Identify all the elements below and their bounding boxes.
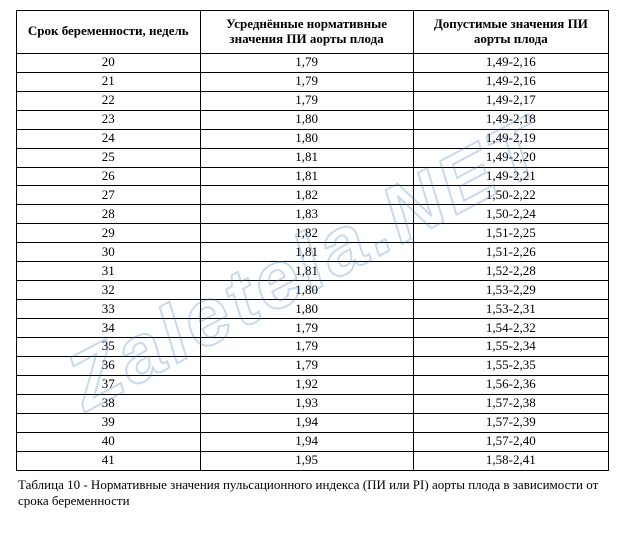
cell-week: 32 xyxy=(17,281,201,300)
cell-avg: 1,94 xyxy=(200,413,413,432)
table-row: 231,801,49-2,18 xyxy=(17,110,609,129)
cell-avg: 1,95 xyxy=(200,451,413,470)
cell-week: 22 xyxy=(17,91,201,110)
cell-week: 24 xyxy=(17,129,201,148)
table-row: 241,801,49-2,19 xyxy=(17,129,609,148)
cell-range: 1,57-2,38 xyxy=(413,394,608,413)
cell-range: 1,54-2,32 xyxy=(413,319,608,338)
cell-range: 1,52-2,28 xyxy=(413,262,608,281)
cell-week: 37 xyxy=(17,375,201,394)
table-row: 281,831,50-2,24 xyxy=(17,205,609,224)
table-row: 251,811,49-2,20 xyxy=(17,148,609,167)
cell-week: 35 xyxy=(17,337,201,356)
cell-week: 27 xyxy=(17,186,201,205)
cell-week: 40 xyxy=(17,432,201,451)
cell-week: 33 xyxy=(17,300,201,319)
table-row: 411,951,58-2,41 xyxy=(17,451,609,470)
table-row: 331,801,53-2,31 xyxy=(17,300,609,319)
table-row: 381,931,57-2,38 xyxy=(17,394,609,413)
table-row: 271,821,50-2,22 xyxy=(17,186,609,205)
cell-avg: 1,79 xyxy=(200,72,413,91)
cell-avg: 1,82 xyxy=(200,186,413,205)
cell-week: 34 xyxy=(17,319,201,338)
cell-range: 1,51-2,26 xyxy=(413,243,608,262)
cell-avg: 1,80 xyxy=(200,281,413,300)
cell-range: 1,53-2,31 xyxy=(413,300,608,319)
cell-range: 1,55-2,34 xyxy=(413,337,608,356)
cell-range: 1,57-2,39 xyxy=(413,413,608,432)
cell-week: 30 xyxy=(17,243,201,262)
cell-avg: 1,79 xyxy=(200,356,413,375)
cell-range: 1,49-2,16 xyxy=(413,72,608,91)
cell-week: 20 xyxy=(17,53,201,72)
cell-range: 1,56-2,36 xyxy=(413,375,608,394)
cell-week: 38 xyxy=(17,394,201,413)
cell-range: 1,50-2,22 xyxy=(413,186,608,205)
table-row: 201,791,49-2,16 xyxy=(17,53,609,72)
cell-avg: 1,93 xyxy=(200,394,413,413)
cell-week: 41 xyxy=(17,451,201,470)
cell-week: 31 xyxy=(17,262,201,281)
cell-week: 36 xyxy=(17,356,201,375)
table-row: 311,811,52-2,28 xyxy=(17,262,609,281)
cell-week: 21 xyxy=(17,72,201,91)
cell-range: 1,58-2,41 xyxy=(413,451,608,470)
col-header-range: Допустимые значения ПИ аорты плода xyxy=(413,11,608,54)
table-header: Срок беременности, недель Усреднённые но… xyxy=(17,11,609,54)
cell-range: 1,53-2,29 xyxy=(413,281,608,300)
cell-range: 1,49-2,19 xyxy=(413,129,608,148)
table-row: 291,821,51-2,25 xyxy=(17,224,609,243)
cell-range: 1,55-2,35 xyxy=(413,356,608,375)
cell-avg: 1,81 xyxy=(200,243,413,262)
cell-avg: 1,80 xyxy=(200,300,413,319)
cell-avg: 1,80 xyxy=(200,110,413,129)
cell-range: 1,49-2,18 xyxy=(413,110,608,129)
table-row: 401,941,57-2,40 xyxy=(17,432,609,451)
cell-range: 1,57-2,40 xyxy=(413,432,608,451)
cell-avg: 1,94 xyxy=(200,432,413,451)
cell-range: 1,51-2,25 xyxy=(413,224,608,243)
col-header-avg: Усреднённые нормативные значения ПИ аорт… xyxy=(200,11,413,54)
cell-avg: 1,81 xyxy=(200,262,413,281)
cell-week: 39 xyxy=(17,413,201,432)
cell-range: 1,49-2,21 xyxy=(413,167,608,186)
cell-avg: 1,79 xyxy=(200,53,413,72)
table-row: 361,791,55-2,35 xyxy=(17,356,609,375)
table-row: 391,941,57-2,39 xyxy=(17,413,609,432)
table-row: 261,811,49-2,21 xyxy=(17,167,609,186)
cell-avg: 1,80 xyxy=(200,129,413,148)
cell-week: 29 xyxy=(17,224,201,243)
cell-range: 1,49-2,16 xyxy=(413,53,608,72)
cell-range: 1,50-2,24 xyxy=(413,205,608,224)
col-header-week: Срок беременности, недель xyxy=(17,11,201,54)
table-row: 221,791,49-2,17 xyxy=(17,91,609,110)
data-table: Срок беременности, недель Усреднённые но… xyxy=(16,10,609,471)
cell-week: 23 xyxy=(17,110,201,129)
cell-avg: 1,79 xyxy=(200,337,413,356)
table-row: 211,791,49-2,16 xyxy=(17,72,609,91)
table-row: 371,921,56-2,36 xyxy=(17,375,609,394)
table-row: 301,811,51-2,26 xyxy=(17,243,609,262)
table-row: 351,791,55-2,34 xyxy=(17,337,609,356)
table-row: 341,791,54-2,32 xyxy=(17,319,609,338)
cell-avg: 1,79 xyxy=(200,319,413,338)
cell-avg: 1,79 xyxy=(200,91,413,110)
cell-avg: 1,92 xyxy=(200,375,413,394)
table-caption: Таблица 10 - Нормативные значения пульса… xyxy=(16,477,609,509)
table-row: 321,801,53-2,29 xyxy=(17,281,609,300)
cell-week: 25 xyxy=(17,148,201,167)
cell-week: 26 xyxy=(17,167,201,186)
cell-avg: 1,81 xyxy=(200,148,413,167)
table-body: 201,791,49-2,16211,791,49-2,16221,791,49… xyxy=(17,53,609,470)
cell-week: 28 xyxy=(17,205,201,224)
header-row: Срок беременности, недель Усреднённые но… xyxy=(17,11,609,54)
cell-avg: 1,81 xyxy=(200,167,413,186)
cell-avg: 1,83 xyxy=(200,205,413,224)
cell-avg: 1,82 xyxy=(200,224,413,243)
cell-range: 1,49-2,17 xyxy=(413,91,608,110)
cell-range: 1,49-2,20 xyxy=(413,148,608,167)
